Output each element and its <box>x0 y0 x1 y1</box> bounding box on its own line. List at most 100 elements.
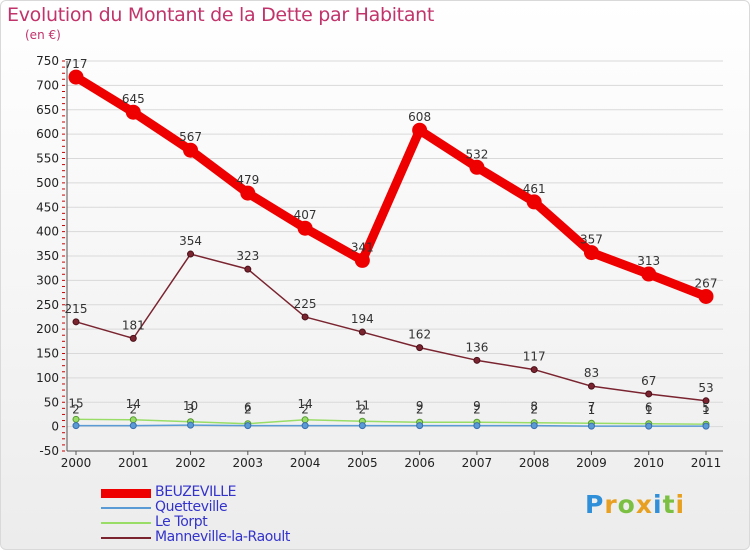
data-label: 407 <box>294 208 317 222</box>
data-label: 15 <box>68 396 83 410</box>
data-label: 567 <box>179 130 202 144</box>
x-tick-label: 2000 <box>61 456 92 470</box>
y-tick-label: 350 <box>36 249 59 263</box>
legend-label: BEUZEVILLE <box>155 484 237 500</box>
data-point <box>469 159 485 175</box>
data-label: 9 <box>416 399 424 413</box>
proxiti-logo: Proxiti <box>585 490 685 519</box>
data-label: 3 <box>187 402 195 416</box>
logo-letter: o <box>617 490 636 519</box>
data-point <box>129 334 137 342</box>
data-label: 7 <box>588 400 596 414</box>
data-label: 2 <box>72 403 80 417</box>
y-tick-label: 0 <box>51 420 59 434</box>
data-label: 14 <box>297 397 312 411</box>
y-tick-label: 300 <box>36 273 59 287</box>
y-tick-label: 550 <box>36 152 59 166</box>
data-label: 2 <box>359 403 367 417</box>
x-tick-label: 2007 <box>462 456 493 470</box>
data-label: 1 <box>702 403 710 417</box>
data-point <box>301 313 309 321</box>
data-point <box>125 104 141 120</box>
data-label: 83 <box>584 366 599 380</box>
data-point <box>587 422 595 430</box>
data-point <box>297 220 313 236</box>
x-tick-label: 2005 <box>347 456 378 470</box>
logo-letter: t <box>662 490 676 519</box>
y-tick-label: 600 <box>36 127 59 141</box>
legend-label: Quetteville <box>155 499 228 515</box>
data-point <box>587 382 595 390</box>
data-label: 181 <box>122 318 145 332</box>
data-point <box>183 142 199 158</box>
data-point <box>240 185 256 201</box>
data-label: 2 <box>301 403 309 417</box>
data-point <box>129 416 137 424</box>
data-label: 5 <box>702 401 710 415</box>
series-line <box>75 418 707 425</box>
logo-letter: r <box>604 490 618 519</box>
data-label: 532 <box>465 147 488 161</box>
x-tick-label: 2003 <box>233 456 264 470</box>
data-point <box>358 328 366 336</box>
x-tick-label: 2010 <box>633 456 664 470</box>
data-point <box>72 422 80 430</box>
data-point <box>645 390 653 398</box>
data-label: 117 <box>523 350 546 364</box>
data-label: 1 <box>588 403 596 417</box>
data-point <box>416 422 424 430</box>
data-label: 357 <box>580 233 603 247</box>
data-point <box>412 122 428 138</box>
y-tick-label: 650 <box>36 103 59 117</box>
data-label: 479 <box>236 173 259 187</box>
data-point <box>68 69 84 85</box>
y-tick-label: 150 <box>36 347 59 361</box>
data-point <box>645 422 653 430</box>
series-line <box>76 424 706 427</box>
data-label: 267 <box>695 276 718 290</box>
x-tick-label: 2008 <box>519 456 550 470</box>
data-label: 6 <box>645 401 653 415</box>
logo-letter: i <box>653 490 663 519</box>
data-point <box>301 422 309 430</box>
data-point <box>702 422 710 430</box>
y-tick-label: -50 <box>39 444 59 458</box>
data-point <box>72 415 80 423</box>
series-line <box>73 73 708 301</box>
data-point <box>583 245 599 261</box>
data-point <box>530 366 538 374</box>
data-label: 645 <box>122 92 145 106</box>
y-tick-label: 200 <box>36 322 59 336</box>
data-label: 2 <box>473 403 481 417</box>
y-tick-label: 100 <box>36 371 59 385</box>
data-point <box>641 266 657 282</box>
chart-subtitle: (en €) <box>25 28 61 42</box>
data-label: 9 <box>473 399 481 413</box>
data-label: 215 <box>65 302 88 316</box>
legend-swatch <box>101 522 151 524</box>
data-label: 461 <box>523 182 546 196</box>
data-point <box>187 250 195 258</box>
series-line <box>75 253 707 402</box>
data-label: 10 <box>183 399 198 413</box>
data-point <box>244 265 252 273</box>
data-label: 67 <box>641 374 656 388</box>
y-tick-label: 750 <box>36 54 59 68</box>
data-label: 136 <box>465 340 488 354</box>
legend-swatch <box>101 537 151 539</box>
data-point <box>473 422 481 430</box>
data-point <box>301 416 309 424</box>
y-tick-label: 400 <box>36 225 59 239</box>
legend-label: Le Torpt <box>155 514 208 530</box>
data-label: 354 <box>179 234 202 248</box>
y-tick-label: 500 <box>36 176 59 190</box>
x-tick-label: 2006 <box>404 456 435 470</box>
data-point <box>129 422 137 430</box>
legend-swatch <box>101 507 151 509</box>
data-label: 225 <box>294 297 317 311</box>
data-point <box>698 288 714 304</box>
data-label: 11 <box>355 398 370 412</box>
data-point <box>530 422 538 430</box>
